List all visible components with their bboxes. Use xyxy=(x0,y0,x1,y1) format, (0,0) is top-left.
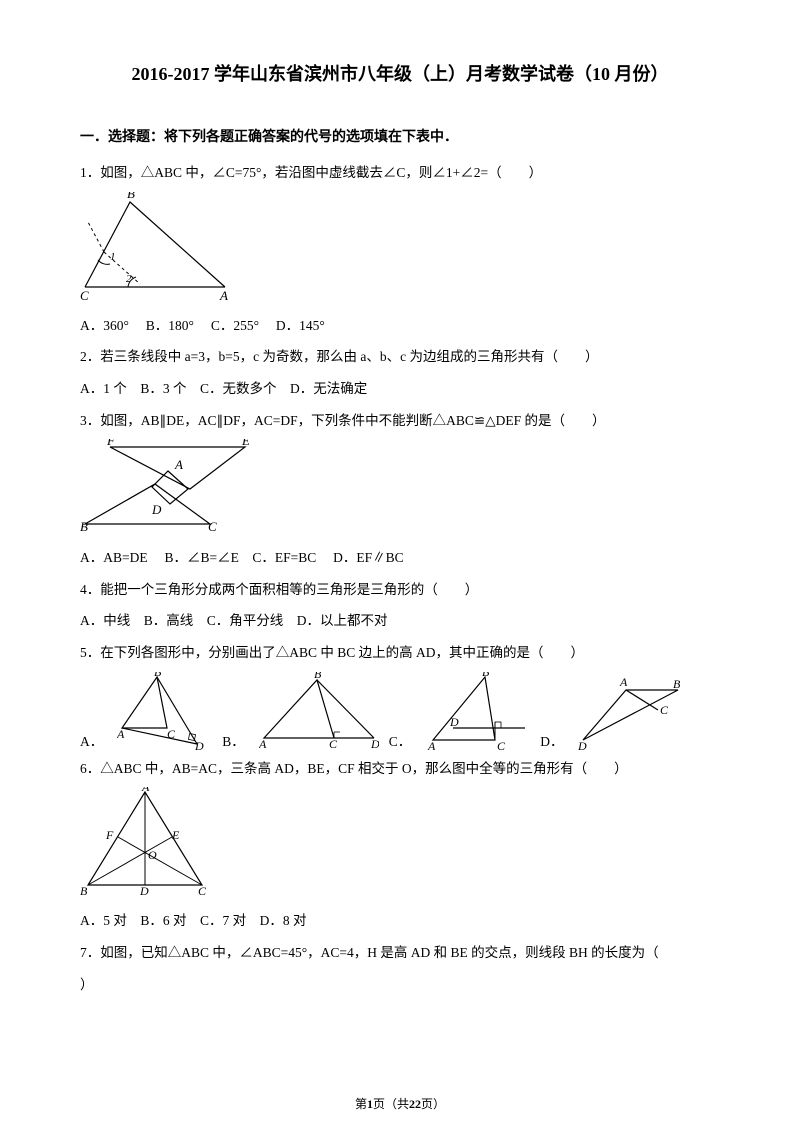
q1-optD: D．145° xyxy=(276,318,325,333)
svg-text:C: C xyxy=(329,737,338,750)
q1-optC: C．255° xyxy=(211,318,259,333)
question-1-text: 1．如图，△ABC 中，∠C=75°，若沿图中虚线截去∠C，则∠1+∠2=（ ） xyxy=(80,160,720,186)
q1-optA: A．360° xyxy=(80,318,129,333)
q5-optD: D． xyxy=(540,730,563,750)
page-title: 2016-2017 学年山东省滨州市八年级（上）月考数学试卷（10 月份） xyxy=(80,60,720,86)
svg-text:B: B xyxy=(154,672,162,679)
q3-optD: D．EF∥BC xyxy=(333,550,404,565)
page-footer: 第1页（共22页） xyxy=(80,1095,720,1112)
question-6-figure: A B C D E F O xyxy=(80,787,720,902)
question-7-text: 7．如图，已知△ABC 中，∠ABC=45°，AC=4，H 是高 AD 和 BE… xyxy=(80,940,720,966)
question-4-options: A．中线 B．高线 C．角平分线 D．以上都不对 xyxy=(80,608,720,634)
svg-text:A: A xyxy=(427,739,436,750)
q3-optC: C．EF=BC xyxy=(252,550,316,565)
question-6-options: A．5 对 B．6 对 C．7 对 D．8 对 xyxy=(80,908,720,934)
question-1-options: A．360° B．180° C．255° D．145° xyxy=(80,313,720,339)
svg-text:O: O xyxy=(148,848,157,862)
svg-text:A: A xyxy=(117,727,125,741)
svg-text:F: F xyxy=(105,828,114,842)
svg-text:A: A xyxy=(141,787,150,794)
svg-text:D: D xyxy=(578,739,587,750)
question-4-text: 4．能把一个三角形分成两个面积相等的三角形是三角形的（ ） xyxy=(80,577,720,603)
svg-text:B: B xyxy=(127,192,135,201)
svg-text:1: 1 xyxy=(110,251,116,263)
svg-text:F: F xyxy=(106,439,116,448)
svg-text:B: B xyxy=(673,677,681,691)
q5-optC: C． xyxy=(389,730,412,750)
svg-text:C: C xyxy=(208,519,217,534)
svg-text:C: C xyxy=(660,703,669,717)
svg-text:E: E xyxy=(241,439,250,448)
question-6-text: 6．△ABC 中，AB=AC，三条高 AD，BE，CF 相交于 O，那么图中全等… xyxy=(80,756,720,782)
section-header: 一．选择题：将下列各题正确答案的代号的选项填在下表中． xyxy=(80,126,720,146)
svg-text:C: C xyxy=(80,288,89,302)
svg-text:B: B xyxy=(482,672,490,679)
svg-text:D: D xyxy=(449,715,459,729)
svg-text:B: B xyxy=(80,884,88,897)
question-2-options: A．1 个 B．3 个 C．无数多个 D．无法确定 xyxy=(80,376,720,402)
svg-text:A: A xyxy=(259,737,267,750)
svg-text:C: C xyxy=(497,739,506,750)
question-3-text: 3．如图，AB∥DE，AC∥DF，AC=DF，下列条件中不能判断△ABC≌△DE… xyxy=(80,408,720,434)
svg-text:C: C xyxy=(167,727,176,741)
q3-optB: B．∠B=∠E xyxy=(165,550,239,565)
q3-optA: A．AB=DE xyxy=(80,550,148,565)
svg-text:D: D xyxy=(370,737,379,750)
question-5-text: 5．在下列各图形中，分别画出了△ABC 中 BC 边上的高 AD，其中正确的是（… xyxy=(80,640,720,666)
svg-text:D: D xyxy=(194,739,204,750)
question-5-figures: A． B A C D B． B A C D C． xyxy=(80,672,720,750)
svg-text:B: B xyxy=(80,519,88,534)
question-3-figure: F E B C A D xyxy=(80,439,720,539)
svg-text:D: D xyxy=(151,502,162,517)
q1-optB: B．180° xyxy=(146,318,194,333)
svg-text:B: B xyxy=(314,672,322,681)
svg-text:D: D xyxy=(139,884,149,897)
question-3-options: A．AB=DE B．∠B=∠E C．EF=BC D．EF∥BC xyxy=(80,545,720,571)
question-1-figure: B C A 1 2 xyxy=(80,192,720,307)
svg-text:A: A xyxy=(619,675,628,689)
svg-text:C: C xyxy=(198,884,207,897)
q5-optA: A． xyxy=(80,730,103,750)
svg-text:A: A xyxy=(174,457,183,472)
svg-text:E: E xyxy=(171,828,180,842)
svg-text:A: A xyxy=(219,288,228,302)
question-7-tail: ） xyxy=(80,972,720,998)
svg-text:2: 2 xyxy=(126,273,132,285)
question-2-text: 2．若三条线段中 a=3，b=5，c 为奇数，那么由 a、b、c 为边组成的三角… xyxy=(80,344,720,370)
q5-optB: B． xyxy=(222,730,245,750)
